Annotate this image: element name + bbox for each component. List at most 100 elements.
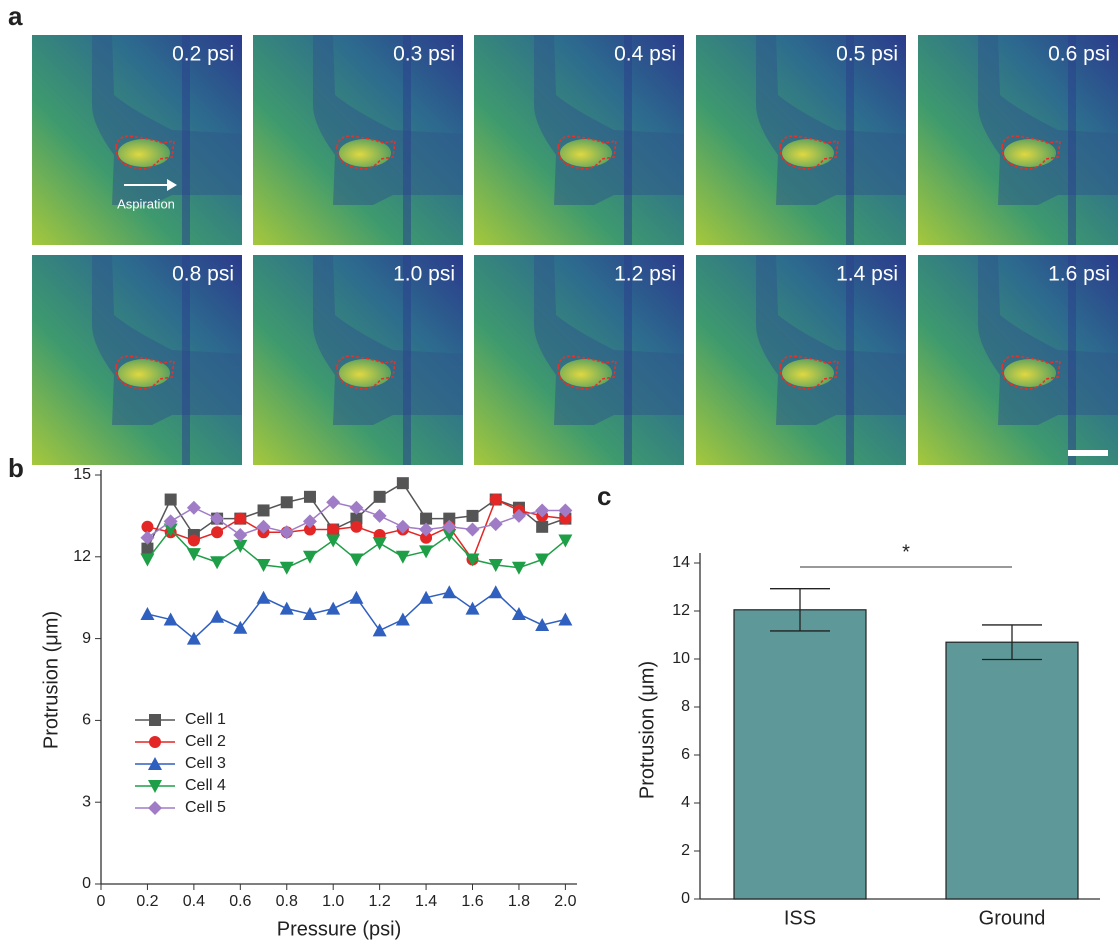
x-tick-label: 0.6	[229, 893, 251, 910]
image-tile: 1.0 psi	[253, 255, 463, 465]
image-tile: 0.8 psi	[32, 255, 242, 465]
scale-bar	[1068, 450, 1108, 456]
significance-label: *	[902, 541, 910, 563]
image-label: 0.4 psi	[614, 43, 676, 66]
data-point	[256, 519, 271, 534]
data-point	[372, 623, 387, 637]
cell-outline	[336, 135, 396, 170]
data-point	[488, 517, 503, 532]
cell-body	[782, 139, 834, 167]
data-point	[535, 553, 550, 567]
data-point	[465, 553, 480, 567]
image-tile: 1.4 psi	[696, 255, 906, 465]
legend-label: Cell 5	[185, 799, 226, 816]
y-tick-label: 12	[73, 548, 91, 565]
cell-body	[339, 139, 391, 167]
x-tick-label: ISS	[784, 907, 816, 929]
cell-body	[339, 359, 391, 387]
image-content	[696, 35, 906, 245]
data-point	[442, 585, 457, 599]
bar	[733, 609, 867, 900]
pipette-wall	[624, 255, 632, 465]
data-point	[163, 523, 178, 537]
data-point	[140, 530, 155, 545]
data-point	[466, 509, 479, 522]
image-label: 0.2 psi	[172, 43, 234, 66]
cell-outline	[1001, 135, 1061, 170]
data-point	[349, 553, 364, 567]
data-point	[395, 612, 410, 626]
legend-label: Cell 1	[185, 711, 226, 728]
image-content	[918, 35, 1118, 245]
data-point	[211, 526, 224, 539]
image-content	[253, 35, 463, 245]
y-tick-label: 8	[681, 698, 690, 715]
data-point	[373, 490, 386, 503]
cell-body	[782, 359, 834, 387]
panel-label: a	[8, 1, 23, 31]
data-point	[279, 601, 294, 615]
data-point	[256, 590, 271, 604]
data-point	[420, 512, 433, 525]
data-point	[442, 528, 457, 542]
data-point	[210, 556, 225, 570]
data-point	[279, 525, 294, 540]
x-tick-label: 1.0	[322, 893, 344, 910]
image-content	[253, 255, 463, 465]
data-point	[488, 585, 503, 599]
y-tick-label: 14	[672, 554, 690, 571]
x-tick-label: Ground	[979, 907, 1046, 929]
cell-outline	[115, 355, 175, 390]
data-point	[349, 590, 364, 604]
y-axis-label: Protrusion (μm)	[636, 661, 658, 799]
data-point	[488, 558, 503, 572]
data-point	[535, 617, 550, 631]
x-tick-label: 0.2	[136, 893, 158, 910]
x-tick-label: 1.4	[415, 893, 437, 910]
image-tile: 0.5 psi	[696, 35, 906, 245]
image-label: 0.6 psi	[1048, 43, 1110, 66]
cell-body	[1004, 359, 1056, 387]
image-content	[474, 35, 684, 245]
data-point	[395, 519, 410, 534]
data-point	[256, 558, 271, 572]
image-tile: 0.3 psi	[253, 35, 463, 245]
legend-marker	[149, 736, 161, 748]
data-point	[465, 522, 480, 537]
data-point	[327, 523, 340, 536]
cell-body	[118, 139, 170, 167]
y-tick-label: 15	[73, 466, 91, 483]
data-point	[559, 512, 572, 525]
data-point	[233, 539, 248, 553]
x-tick-label: 0	[97, 893, 106, 910]
data-point	[349, 500, 364, 515]
pipette-wall	[1068, 35, 1076, 245]
data-point	[210, 609, 225, 623]
data-point	[372, 508, 387, 523]
data-point	[326, 601, 341, 615]
legend-marker	[148, 780, 162, 793]
y-tick-label: 2	[681, 842, 690, 859]
data-point	[536, 520, 549, 533]
y-tick-label: 10	[672, 650, 690, 667]
data-point	[186, 631, 201, 645]
bar	[945, 641, 1079, 900]
x-tick-label: 1.6	[461, 893, 483, 910]
x-tick-label: 0.8	[276, 893, 298, 910]
image-label: 1.2 psi	[614, 263, 676, 286]
cell-outline	[779, 355, 839, 390]
cell-outline	[557, 135, 617, 170]
image-tile: 1.2 psi	[474, 255, 684, 465]
data-point	[233, 527, 248, 542]
image-label: 0.8 psi	[172, 263, 234, 286]
data-point	[233, 620, 248, 634]
image-content	[32, 255, 242, 465]
image-label: 0.5 psi	[836, 43, 898, 66]
arrow-head	[167, 179, 177, 191]
data-point	[164, 493, 177, 506]
data-point	[302, 514, 317, 529]
cell-body	[560, 139, 612, 167]
data-point	[279, 561, 294, 575]
image-tile: 0.4 psi	[474, 35, 684, 245]
